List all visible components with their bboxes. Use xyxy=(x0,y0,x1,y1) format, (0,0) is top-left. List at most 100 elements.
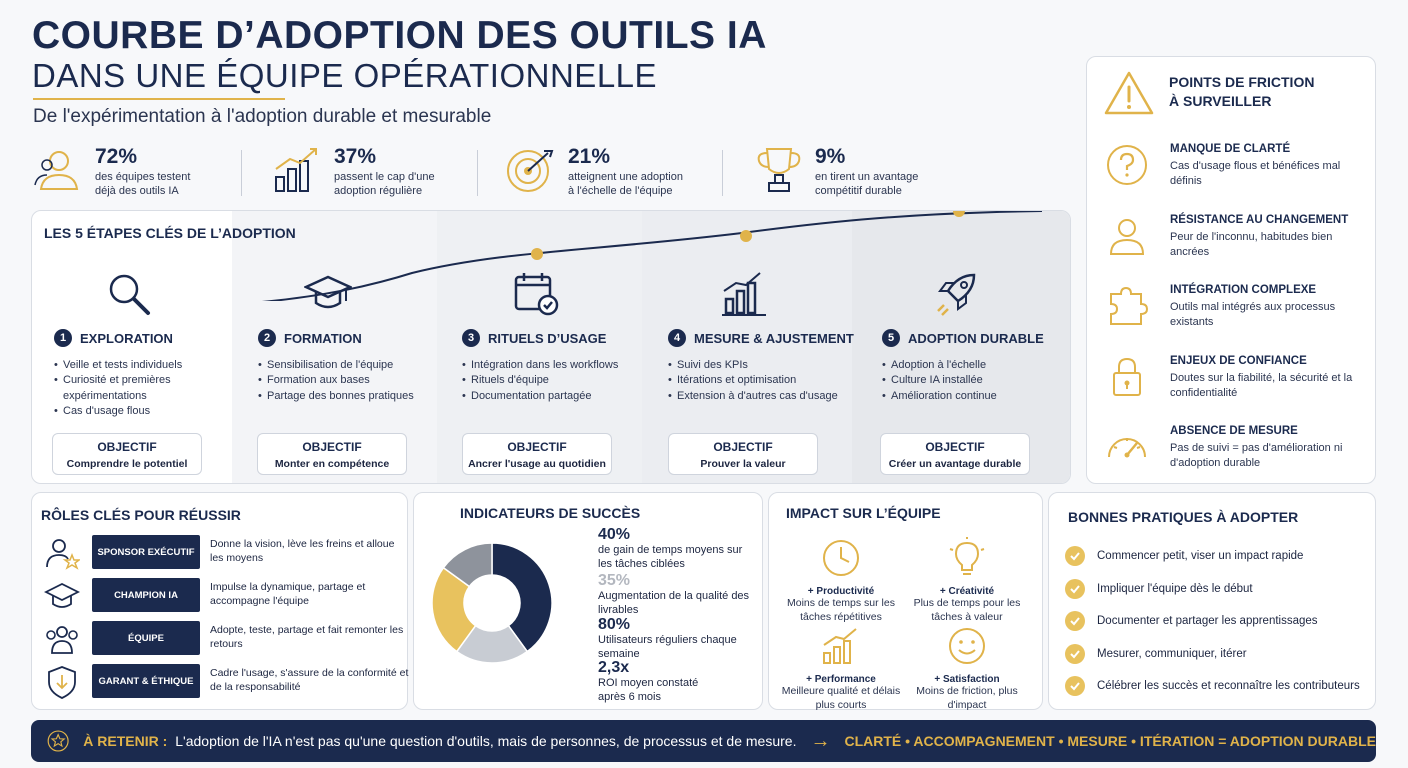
impact-item: + Productivité Moins de temps sur les tâ… xyxy=(781,537,901,624)
indicators-title: INDICATEURS DE SUCCÈS xyxy=(460,505,641,521)
steps-panel: LES 5 ÉTAPES CLÉS DE L’ADOPTION 1 EXPLOR… xyxy=(31,210,1071,484)
impact-item-title: + Satisfaction xyxy=(934,674,1000,685)
banner-motto: CLARTÉ • ACCOMPAGNEMENT • MESURE • ITÉRA… xyxy=(844,733,1376,749)
growth-chart-icon xyxy=(823,628,857,664)
role-item: ÉQUIPE Adopte, teste, partage et fait re… xyxy=(44,621,414,657)
step-5-bullets: Adoption à l'échelle Culture IA installé… xyxy=(882,358,1062,405)
kpi-item: 35% Augmentation de la qualité des livra… xyxy=(598,573,758,618)
step-5-title: 5 ADOPTION DURABLE xyxy=(882,329,1044,347)
puzzle-icon xyxy=(1110,286,1149,325)
success-donut-chart xyxy=(431,542,553,664)
bullet: Rituels d'équipe xyxy=(462,373,642,389)
banner-text: L'adoption de l'IA n'est pas qu'une ques… xyxy=(175,733,797,749)
gauge-icon xyxy=(1108,438,1146,458)
practice-text: Documenter et partager les apprentissage… xyxy=(1097,615,1318,627)
bullet: Cas d'usage flous xyxy=(54,404,234,420)
person-icon xyxy=(1109,219,1145,255)
bullet: Adoption à l'échelle xyxy=(882,358,1062,374)
kpi-text: Utilisateurs réguliers chaque semaine xyxy=(598,634,737,661)
roles-title: RÔLES CLÉS POUR RÉUSSIR xyxy=(41,507,241,523)
step-4-objective: OBJECTIF Prouver la valeur xyxy=(668,433,818,475)
step-1-bullets: Veille et tests individuels Curiosité et… xyxy=(54,358,234,420)
star-icon xyxy=(47,730,69,752)
divider xyxy=(722,150,723,196)
divider xyxy=(477,150,478,196)
indicators-panel: INDICATEURS DE SUCCÈS 40% de gain de tem… xyxy=(413,492,763,710)
friction-item-title: MANQUE DE CLARTÉ xyxy=(1170,143,1291,155)
rocket-icon xyxy=(937,273,976,316)
step-1-objective: OBJECTIF Comprendre le potentiel xyxy=(52,433,202,475)
role-label: SPONSOR EXÉCUTIF xyxy=(92,535,200,569)
bullet: Documentation partagée xyxy=(462,389,642,405)
practice-item: Documenter et partager les apprentissage… xyxy=(1065,610,1365,632)
question-icon xyxy=(1107,145,1147,185)
practice-item: Célébrer les succès et reconnaître les c… xyxy=(1065,675,1365,697)
step-title-text: MESURE & AJUSTEMENT xyxy=(694,330,854,346)
donut-segment-1 xyxy=(491,542,553,653)
friction-item-title: ABSENCE DE MESURE xyxy=(1170,425,1298,437)
users-icon xyxy=(34,151,79,190)
step-3-bullets: Intégration dans les workflows Rituels d… xyxy=(462,358,642,405)
arrow-right-icon: → xyxy=(810,729,831,752)
objective-text: Monter en compétence xyxy=(274,458,390,470)
impact-item-title: + Performance xyxy=(806,674,876,685)
step-4-title: 4 MESURE & AJUSTEMENT xyxy=(668,329,854,347)
team-icon xyxy=(46,626,78,654)
impact-item-title: + Créativité xyxy=(939,586,995,597)
bullet: Culture IA installée xyxy=(882,373,1062,389)
check-icon xyxy=(1065,676,1085,696)
role-item: GARANT & ÉTHIQUE Cadre l'usage, s'assure… xyxy=(44,664,414,700)
bullet: Formation aux bases xyxy=(258,373,438,389)
graduation-cap-icon xyxy=(304,275,352,309)
bar-growth-icon xyxy=(275,148,317,192)
role-text: Impulse la dynamique, partage et accompa… xyxy=(210,581,366,608)
step-number: 4 xyxy=(668,329,686,347)
role-text: Donne la vision, lève les freins et allo… xyxy=(210,538,395,565)
lightbulb-icon xyxy=(949,537,985,575)
kpi-text: de gain de temps moyens sur les tâches c… xyxy=(598,544,743,571)
role-label: ÉQUIPE xyxy=(92,621,200,655)
friction-panel: POINTS DE FRICTION À SURVEILLER MANQUE D… xyxy=(1086,56,1376,484)
check-icon xyxy=(1065,546,1085,566)
impact-item: + Performance Meilleure qualité et délai… xyxy=(781,625,901,712)
check-icon xyxy=(1065,579,1085,599)
takeaway-banner: À RETENIR : L'adoption de l'IA n'est pas… xyxy=(31,720,1376,762)
practice-item: Commencer petit, viser un impact rapide xyxy=(1065,545,1365,567)
objective-text: Comprendre le potentiel xyxy=(66,458,188,470)
practices-title: BONNES PRATIQUES À ADOPTER xyxy=(1068,509,1299,525)
main-title-line2: DANS UNE ÉQUIPE OPÉRATIONNELLE xyxy=(32,57,658,94)
objective-label: OBJECTIF xyxy=(925,440,985,454)
stat-value: 72% xyxy=(95,145,138,168)
stat-4: 9% en tirent un avantage compétitif dura… xyxy=(753,145,933,201)
kpi-text: Augmentation de la qualité des livrables xyxy=(598,590,750,617)
step-5-objective: OBJECTIF Créer un avantage durable xyxy=(880,433,1030,475)
friction-title: POINTS DE FRICTION À SURVEILLER xyxy=(1169,73,1314,111)
step-number: 2 xyxy=(258,329,276,347)
friction-title-line2: À SURVEILLER xyxy=(1169,92,1272,109)
bullet: Sensibilisation de l'équipe xyxy=(258,358,438,374)
check-icon xyxy=(1065,644,1085,664)
step-2-objective: OBJECTIF Monter en compétence xyxy=(257,433,407,475)
calendar-check-icon xyxy=(514,273,559,316)
objective-label: OBJECTIF xyxy=(302,440,362,454)
step-2-title: 2 FORMATION xyxy=(258,329,362,347)
stat-text: des équipes testent déjà des outils IA xyxy=(95,171,191,198)
practice-text: Mesurer, communiquer, itérer xyxy=(1097,648,1247,660)
step-4-bullets: Suivi des KPIs Itérations et optimisatio… xyxy=(668,358,848,405)
kpi-item: 2,3x ROI moyen constaté après 6 mois xyxy=(598,660,758,705)
kpi-text: ROI moyen constaté après 6 mois xyxy=(598,677,699,704)
title-underline xyxy=(33,98,285,100)
practice-item: Impliquer l'équipe dès le début xyxy=(1065,578,1365,600)
kpi-value: 2,3x xyxy=(598,659,630,676)
objective-label: OBJECTIF xyxy=(97,440,157,454)
curve-point xyxy=(531,248,543,260)
practice-item: Mesurer, communiquer, itérer xyxy=(1065,643,1365,665)
roles-panel: RÔLES CLÉS POUR RÉUSSIR SPONSOR EXÉCUTIF… xyxy=(31,492,408,710)
role-item: CHAMPION IA Impulse la dynamique, partag… xyxy=(44,578,414,614)
bullet: Intégration dans les workflows xyxy=(462,358,642,374)
steps-title: LES 5 ÉTAPES CLÉS DE L’ADOPTION xyxy=(44,225,296,241)
kpi-item: 80% Utilisateurs réguliers chaque semain… xyxy=(598,617,758,662)
step-2-bullets: Sensibilisation de l'équipe Formation au… xyxy=(258,358,438,405)
practice-text: Commencer petit, viser un impact rapide xyxy=(1097,550,1304,562)
stat-text: atteignent une adoption à l'échelle de l… xyxy=(568,171,683,198)
